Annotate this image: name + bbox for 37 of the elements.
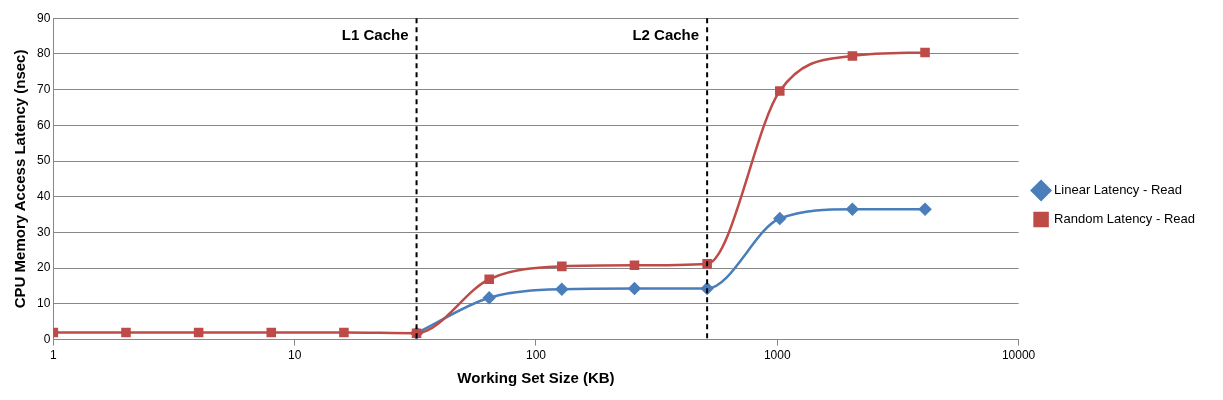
- point: [266, 327, 277, 338]
- x-tick-label: 10: [287, 348, 302, 363]
- point: [774, 86, 785, 96]
- ref-line-label: L1 Cache: [341, 26, 409, 44]
- point: [629, 260, 640, 271]
- legend-label: Linear Latency - Read: [1054, 182, 1183, 198]
- point: [193, 327, 204, 338]
- x-tick-label: 1000: [763, 348, 791, 363]
- y-tick-label: 60: [36, 117, 51, 132]
- y-tick-label: 0: [43, 331, 51, 346]
- y-tick-label: 20: [36, 260, 51, 275]
- point: [920, 47, 930, 58]
- y-axis-title: CPU Memory Access Latency (nsec): [11, 49, 29, 309]
- point: [482, 291, 496, 305]
- y-tick-label: 70: [36, 81, 51, 96]
- point: [846, 203, 859, 216]
- point: [557, 261, 567, 272]
- legend-label: Random Latency - Read: [1054, 211, 1196, 227]
- point: [628, 282, 641, 295]
- point: [918, 203, 932, 216]
- y-tick-label: 40: [36, 189, 51, 204]
- point: [555, 283, 569, 296]
- y-tick-label: 10: [36, 296, 51, 311]
- ref-line-label: L2 Cache: [632, 26, 700, 44]
- point: [773, 212, 787, 225]
- point: [847, 51, 858, 61]
- y-tick-label: 50: [36, 153, 51, 168]
- x-axis-title: Working Set Size (KB): [457, 369, 615, 387]
- x-tick-label: 100: [525, 348, 547, 363]
- x-tick-label: 10000: [1001, 348, 1036, 363]
- y-tick-label: 80: [36, 46, 51, 61]
- x-tick-label: 1: [50, 348, 57, 363]
- y-tick-label: 30: [36, 224, 51, 239]
- point: [121, 327, 131, 338]
- point: [484, 274, 494, 285]
- y-tick-label: 90: [36, 10, 51, 25]
- point: [339, 327, 349, 338]
